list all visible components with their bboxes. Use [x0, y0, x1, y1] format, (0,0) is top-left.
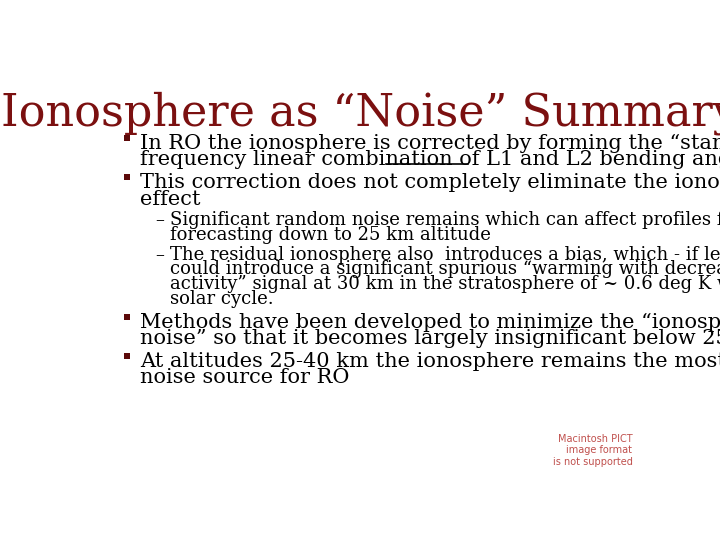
Text: This correction does not completely eliminate the ionospheric: This correction does not completely elim… — [140, 173, 720, 192]
Text: Ionosphere as “Noise” Summary: Ionosphere as “Noise” Summary — [1, 92, 720, 136]
Text: activity” signal at 30 km in the stratosphere of ~ 0.6 deg K with the 11 year: activity” signal at 30 km in the stratos… — [170, 275, 720, 293]
Text: The residual ionosphere also  introduces a bias, which - if left uncorrected -: The residual ionosphere also introduces … — [170, 246, 720, 264]
Text: effect: effect — [140, 190, 201, 208]
Text: –: – — [156, 211, 164, 229]
Text: Methods have been developed to minimize the “ionosphere as: Methods have been developed to minimize … — [140, 313, 720, 332]
Bar — [124, 174, 130, 180]
Text: –: – — [156, 246, 164, 264]
Text: In RO the ionosphere is corrected by forming the “standard” dual: In RO the ionosphere is corrected by for… — [140, 134, 720, 153]
Text: Macintosh PICT
image format
is not supported: Macintosh PICT image format is not suppo… — [553, 434, 632, 467]
Bar — [124, 314, 130, 320]
Text: Significant random noise remains which can affect profiles for weather: Significant random noise remains which c… — [170, 211, 720, 229]
Bar — [124, 135, 130, 141]
Text: frequency linear combination of L1 and L2 bending angles: frequency linear combination of L1 and L… — [140, 150, 720, 169]
Bar — [124, 353, 130, 359]
Text: forecasting down to 25 km altitude: forecasting down to 25 km altitude — [170, 226, 491, 244]
Text: noise” so that it becomes largely insignificant below 25 km.: noise” so that it becomes largely insign… — [140, 329, 720, 348]
Text: could introduce a significant spurious “warming with decreasing solar: could introduce a significant spurious “… — [170, 260, 720, 279]
Text: At altitudes 25-40 km the ionosphere remains the most significant: At altitudes 25-40 km the ionosphere rem… — [140, 352, 720, 371]
Text: solar cycle.: solar cycle. — [170, 289, 274, 308]
Text: noise source for RO: noise source for RO — [140, 368, 350, 387]
